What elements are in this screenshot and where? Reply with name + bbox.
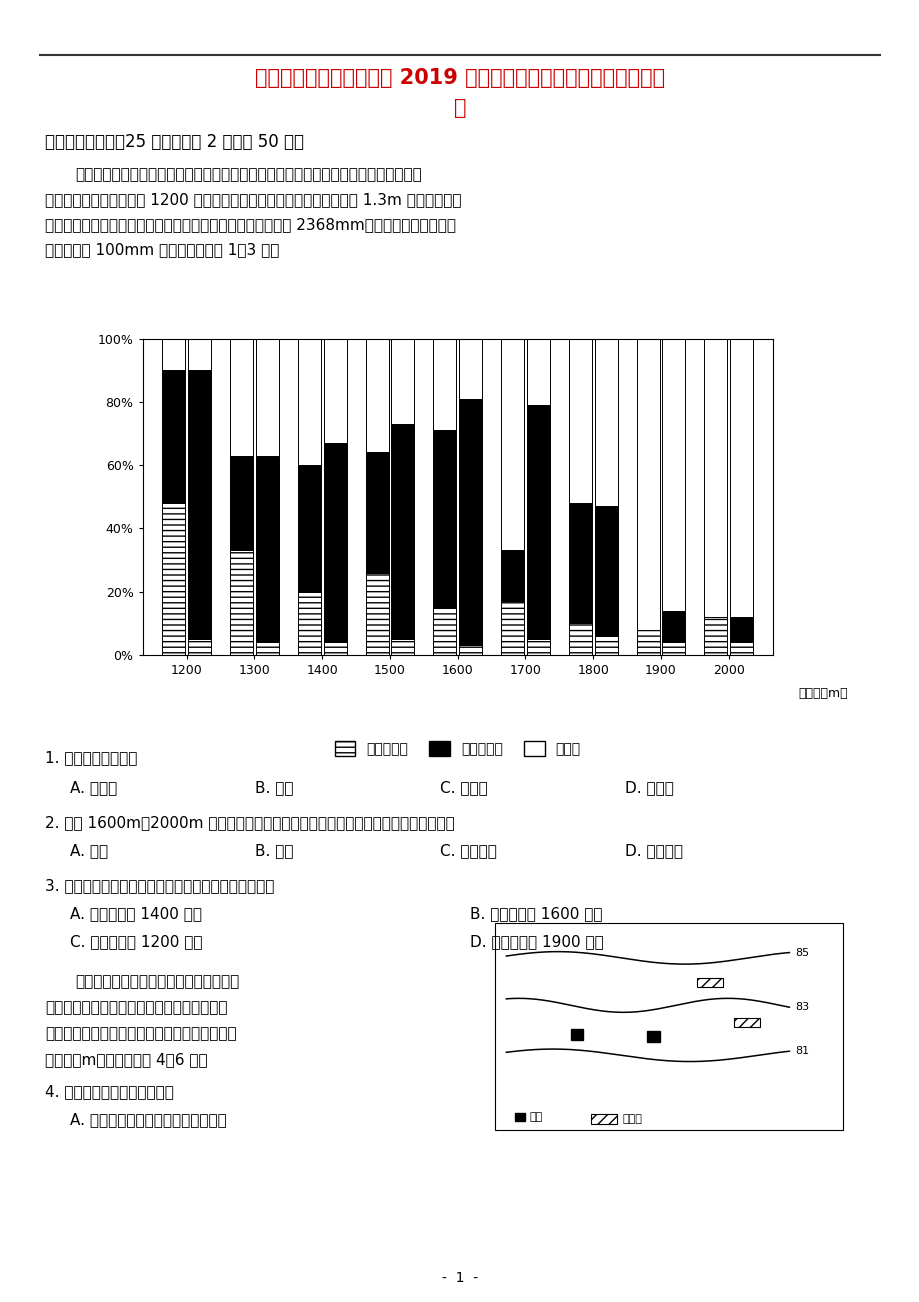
Bar [255,339,278,456]
Bar [730,339,753,617]
Bar [162,503,185,655]
Bar [433,608,456,655]
Text: 北坡降水多 100mm 左右，据此完成 1～3 题。: 北坡降水多 100mm 左右，据此完成 1～3 题。 [45,242,279,258]
Bar [323,642,346,655]
Bar [647,1031,659,1042]
Bar [527,405,550,639]
Bar [501,551,524,602]
Bar [365,573,388,655]
Bar [662,339,685,611]
Text: 2. 海拔 1600m～2000m 西北坡和东南坡常绿阔叶林所占比重差异的最主要影响因素是: 2. 海拔 1600m～2000m 西北坡和东南坡常绿阔叶林所占比重差异的最主要… [45,815,454,831]
Bar [391,639,414,655]
Bar [298,465,321,591]
Bar [704,339,727,617]
Bar [298,339,321,465]
Bar [704,617,727,655]
Bar [527,639,550,655]
Text: 的面积）之和所占比例沿海拔梯度的变化，该山年均降水量为 2368mm，同一海拔东南坡比西: 的面积）之和所占比例沿海拔梯度的变化，该山年均降水量为 2368mm，同一海拔东… [45,217,456,233]
Text: （海拔：m）: （海拔：m） [797,686,846,699]
Bar [594,506,617,635]
Bar [568,624,591,655]
Bar [162,339,185,370]
Bar [662,611,685,642]
Text: 题: 题 [453,98,466,118]
Bar [298,591,321,655]
Text: C. 武夷山: C. 武夷山 [439,780,487,796]
Bar [391,424,414,639]
Bar [594,635,617,655]
Text: 水井: 水井 [528,1112,541,1122]
Bar [730,642,753,655]
Bar [365,452,388,573]
Text: 下图为我国东部季风区某山峰及附近地区东南坡和西北坡（同一海拔左侧柱状图为西北: 下图为我国东部季风区某山峰及附近地区东南坡和西北坡（同一海拔左侧柱状图为西北 [75,168,421,182]
Bar [459,339,482,398]
Bar [391,339,414,424]
Bar [323,443,346,642]
Bar [255,456,278,642]
Text: -  1  -: - 1 - [441,1271,478,1285]
Text: 线单位：m）。据此回答 4～6 题。: 线单位：m）。据此回答 4～6 题。 [45,1052,208,1068]
Bar [255,642,278,655]
Text: A. 气温日较差小，不利营养物质积累: A. 气温日较差小，不利营养物质积累 [70,1112,226,1128]
Text: A. 东南坡海拔 1400 米处: A. 东南坡海拔 1400 米处 [70,906,202,922]
Bar [636,630,659,655]
Text: D. 东南坡海拔 1900 米处: D. 东南坡海拔 1900 米处 [470,935,603,949]
Bar [323,339,346,443]
Bar [365,339,388,452]
Text: 业生产，需要排水。下图示意某地等潜水位线: 业生产，需要排水。下图示意某地等潜水位线 [45,1000,227,1016]
Text: D. 大别山: D. 大别山 [624,780,673,796]
Text: 85: 85 [794,948,809,957]
Text: A. 太行山: A. 太行山 [70,780,117,796]
Bar [459,398,482,646]
Text: 排水沟: 排水沟 [622,1115,641,1124]
Bar [230,339,253,456]
Bar [662,642,685,655]
Text: 吉林省吉林大学附属中学 2019 届高三地理上学期第四次模拟考试试: 吉林省吉林大学附属中学 2019 届高三地理上学期第四次模拟考试试 [255,68,664,89]
Text: 83: 83 [794,1003,809,1012]
Bar [636,339,659,630]
Text: 81: 81 [794,1047,809,1056]
Bar [230,551,253,655]
Bar [591,1115,616,1124]
Text: A. 热量: A. 热量 [70,844,108,858]
Bar [697,978,722,987]
Text: 坡，右侧为东南坡）海拔 1200 米以上三种主要乔木胸高断面积（树木距 1.3m 的位置的断面: 坡，右侧为东南坡）海拔 1200 米以上三种主要乔木胸高断面积（树木距 1.3m… [45,193,461,207]
Text: B. 西北坡海拔 1600 米处: B. 西北坡海拔 1600 米处 [470,906,602,922]
Text: 一、单项选择题（25 题，每小题 2 分，共 50 分）: 一、单项选择题（25 题，每小题 2 分，共 50 分） [45,133,303,151]
Bar [433,339,456,430]
Text: 1. 该山峰最可能位于: 1. 该山峰最可能位于 [45,750,137,766]
Bar [459,646,482,655]
Text: 地下水位过高导致会土壤过湿，不利于农: 地下水位过高导致会土壤过湿，不利于农 [75,974,239,990]
Bar [730,617,753,642]
Text: 4. 土壤过湿对农作物的危害是: 4. 土壤过湿对农作物的危害是 [45,1085,174,1099]
Bar [515,1113,524,1121]
Bar [187,639,210,655]
Text: 3. 下列坡向和海拔的组合，乔木物种最丰富的最可能是: 3. 下列坡向和海拔的组合，乔木物种最丰富的最可能是 [45,879,274,893]
Bar [527,339,550,405]
Bar [162,370,185,503]
Text: 及拟建的排水井和排水沟的位置（图中等潜水位: 及拟建的排水井和排水沟的位置（图中等潜水位 [45,1026,236,1042]
Bar [187,370,210,639]
Text: C. 土壤水分: C. 土壤水分 [439,844,496,858]
Text: D. 地势起伏: D. 地势起伏 [624,844,682,858]
Bar [568,503,591,624]
Text: B. 降水: B. 降水 [255,844,293,858]
Text: B. 秦岭: B. 秦岭 [255,780,293,796]
Legend: 落叶阔叶林, 常绿阔叶林, 针叶林: 落叶阔叶林, 常绿阔叶林, 针叶林 [329,736,585,762]
Bar [594,339,617,506]
Text: C. 西北坡海拔 1200 米处: C. 西北坡海拔 1200 米处 [70,935,202,949]
Bar [501,339,524,551]
Bar [568,339,591,503]
Bar [230,456,253,551]
Bar [571,1029,583,1039]
Bar [501,602,524,655]
Bar [187,339,210,370]
Bar [433,430,456,608]
Bar [733,1018,759,1027]
